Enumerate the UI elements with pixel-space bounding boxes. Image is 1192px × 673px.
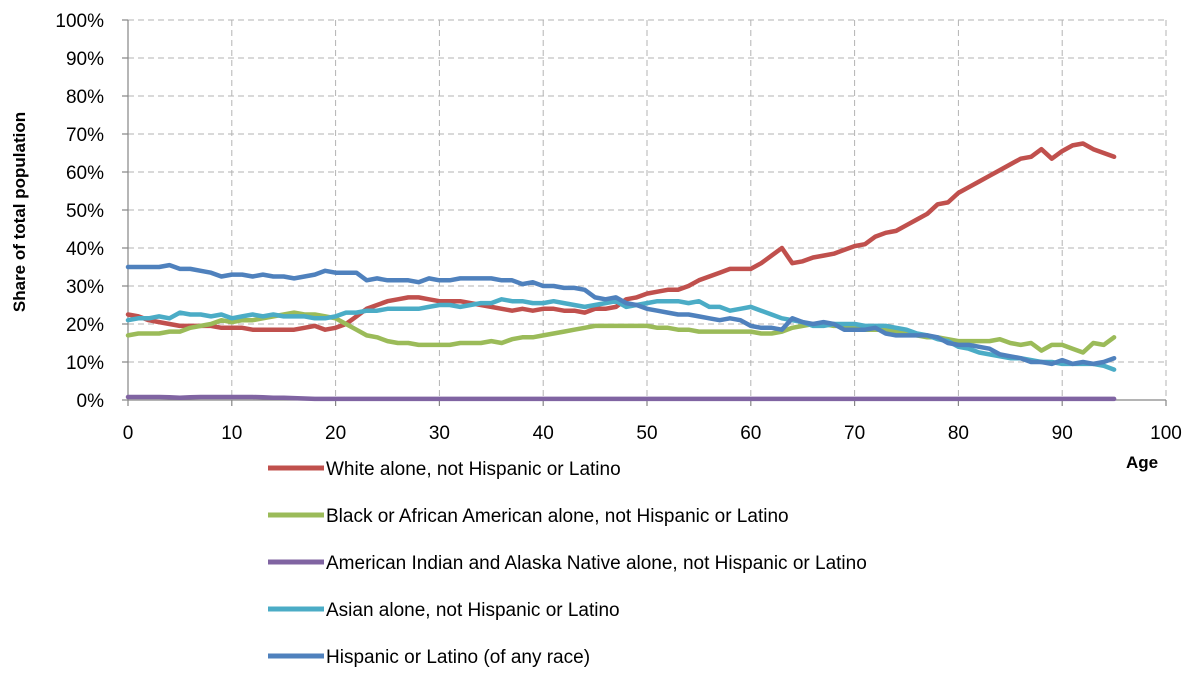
- x-tick-labels: 0 10 20 30 40 50 60 70 80 90 100: [123, 423, 1182, 444]
- x-tick-label: 80: [948, 423, 969, 444]
- series-lines: [125, 141, 1117, 402]
- y-tick-label: 0%: [77, 391, 105, 412]
- y-tick-label: 30%: [66, 277, 104, 298]
- y-tick-label: 80%: [66, 87, 104, 108]
- legend: White alone, not Hispanic or Latino Black…: [268, 459, 867, 668]
- x-tick-label: 20: [325, 423, 346, 444]
- x-tick-label: 70: [844, 423, 865, 444]
- gridlines: [128, 19, 1167, 400]
- x-tick-label: 90: [1052, 423, 1073, 444]
- legend-label-3: American Indian and Alaska Native alone,…: [326, 553, 867, 574]
- y-tick-label: 70%: [66, 125, 104, 146]
- y-tick-label: 10%: [66, 353, 104, 374]
- x-tick-label: 100: [1150, 423, 1182, 444]
- y-tick-label: 20%: [66, 315, 104, 336]
- y-tick-label: 50%: [66, 201, 104, 222]
- y-tick-label: 60%: [66, 163, 104, 184]
- series-line-5: [125, 262, 1117, 367]
- x-tick-label: 0: [123, 423, 134, 444]
- x-tick-label: 10: [221, 423, 242, 444]
- x-tick-label: 30: [429, 423, 450, 444]
- legend-label-4: Asian alone, not Hispanic or Latino: [326, 600, 620, 621]
- y-tick-label: 90%: [66, 49, 104, 70]
- y-tick-label: 40%: [66, 239, 104, 260]
- y-axis-title: Share of total population: [10, 112, 29, 312]
- series-line-3: [125, 394, 1117, 402]
- x-tick-label: 60: [740, 423, 761, 444]
- y-tick-labels: 0% 10% 20% 30% 40% 50% 60% 70% 80% 90% 100%: [55, 11, 104, 412]
- legend-label-1: White alone, not Hispanic or Latino: [326, 459, 621, 480]
- x-tick-label: 40: [533, 423, 554, 444]
- legend-label-5: Hispanic or Latino (of any race): [326, 647, 590, 668]
- legend-label-2: Black or African American alone, not His…: [326, 506, 789, 527]
- x-axis-title: Age: [1126, 453, 1158, 472]
- y-tick-label: 100%: [55, 11, 104, 32]
- x-tick-label: 50: [636, 423, 657, 444]
